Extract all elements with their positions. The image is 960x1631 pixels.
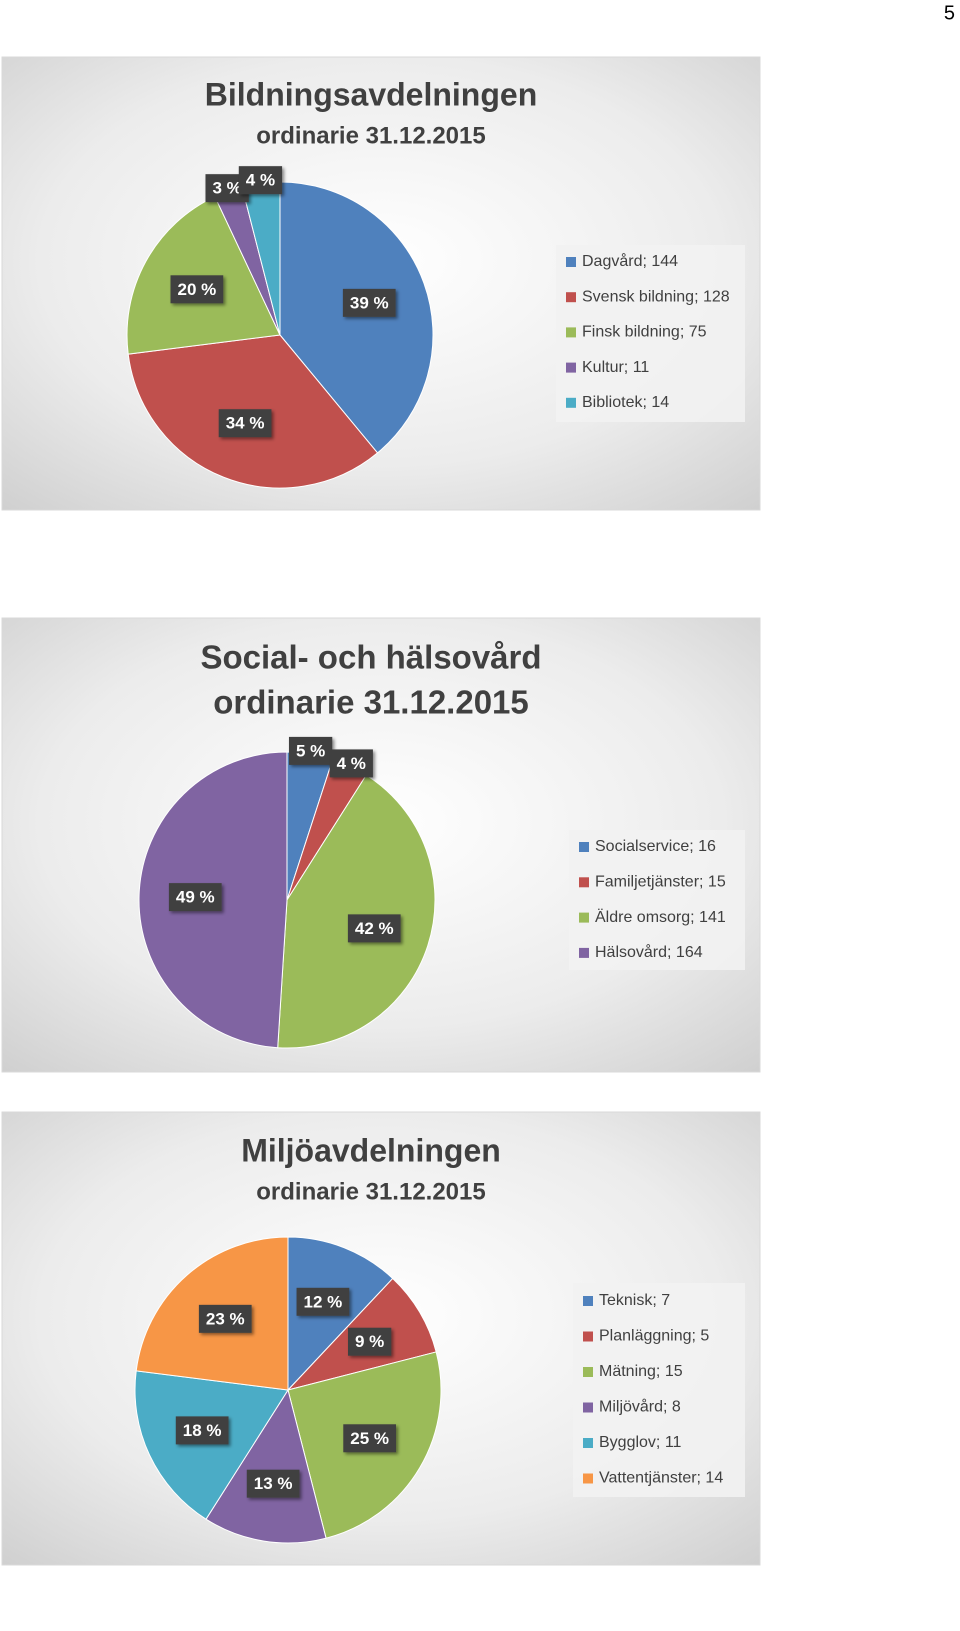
data-label: 34 % bbox=[226, 414, 265, 433]
chart: Miljöavdelningen ordinarie 31.12.2015 12 %… bbox=[1, 1111, 761, 1566]
data-label-box bbox=[343, 1424, 397, 1453]
pie-slice bbox=[134, 1370, 289, 1520]
data-label-box bbox=[348, 1327, 392, 1356]
legend-label: Mätning; 15 bbox=[599, 1363, 683, 1380]
chart-subtitle: ordinarie 31.12.2015 bbox=[256, 1178, 485, 1205]
data-label-box bbox=[246, 1469, 300, 1498]
chart: Bildningsavdelningen ordinarie 31.12.2015… bbox=[1, 56, 761, 511]
chart: Social- och hälsovård ordinarie 31.12.201… bbox=[1, 617, 761, 1073]
chart-title: Bildningsavdelningen bbox=[205, 76, 537, 112]
data-label: 9 % bbox=[355, 1332, 384, 1351]
data-label: 25 % bbox=[350, 1429, 389, 1448]
data-label: 39 % bbox=[350, 293, 389, 312]
data-label: 3 % bbox=[212, 179, 241, 198]
data-label: 49 % bbox=[176, 888, 215, 907]
legend-box bbox=[556, 245, 745, 422]
legend-label: Socialservice; 16 bbox=[595, 838, 716, 855]
data-label-box bbox=[342, 288, 396, 317]
pie-slice bbox=[277, 774, 436, 1049]
legend-marker bbox=[583, 1296, 593, 1306]
chart-title: Miljöavdelningen bbox=[241, 1132, 501, 1168]
legend-box bbox=[569, 830, 745, 970]
pie-slice bbox=[279, 181, 434, 454]
legend-label: Dagvård; 144 bbox=[582, 252, 678, 270]
data-label: 4 % bbox=[337, 754, 366, 773]
chart-subtitle: ordinarie 31.12.2015 bbox=[213, 684, 529, 721]
legend-label: Äldre omsorg; 141 bbox=[595, 908, 726, 926]
legend-marker bbox=[579, 912, 589, 923]
legend-marker bbox=[579, 877, 589, 888]
legend-label: Familjetjänster; 15 bbox=[595, 874, 726, 891]
legend-marker bbox=[566, 327, 576, 338]
data-label-box bbox=[238, 166, 283, 195]
data-label-box bbox=[296, 1287, 350, 1316]
legend-label: Kultur; 11 bbox=[582, 359, 649, 376]
legend-marker bbox=[583, 1402, 593, 1413]
legend-label: Finsk bildning; 75 bbox=[582, 324, 707, 341]
legend-marker bbox=[583, 1331, 593, 1342]
legend-box bbox=[573, 1283, 745, 1497]
chart-subtitle: ordinarie 31.12.2015 bbox=[256, 122, 485, 149]
data-label: 23 % bbox=[206, 1309, 245, 1328]
data-label: 4 % bbox=[246, 171, 275, 190]
data-label-box bbox=[168, 883, 222, 912]
legend-marker bbox=[566, 257, 576, 267]
legend-marker bbox=[566, 292, 576, 303]
data-label-box bbox=[288, 736, 333, 765]
data-label-box bbox=[329, 749, 373, 778]
data-label-box bbox=[347, 914, 401, 943]
legend-marker bbox=[583, 1367, 593, 1377]
data-label-box bbox=[175, 1416, 229, 1445]
data-label-box bbox=[218, 409, 272, 438]
pie-slice bbox=[205, 1388, 327, 1544]
legend-label: Vattentjänster; 14 bbox=[599, 1470, 723, 1487]
data-label: 42 % bbox=[355, 919, 394, 938]
legend-marker bbox=[583, 1473, 593, 1484]
legend-label: Miljövård; 8 bbox=[599, 1398, 681, 1416]
data-label-box bbox=[170, 275, 224, 304]
data-label: 13 % bbox=[254, 1474, 293, 1493]
legend-marker bbox=[566, 397, 576, 408]
legend-marker bbox=[579, 842, 589, 852]
legend-marker bbox=[566, 362, 576, 373]
data-label: 20 % bbox=[177, 280, 216, 299]
legend-marker bbox=[583, 1438, 593, 1448]
data-label: 5 % bbox=[296, 741, 325, 760]
legend-label: Bibliotek; 14 bbox=[582, 394, 669, 411]
page-number: 5 bbox=[944, 2, 955, 24]
legend-label: Svensk bildning; 128 bbox=[582, 288, 730, 305]
legend-label: Bygglov; 11 bbox=[599, 1434, 682, 1451]
chart-title: Social- och hälsovård bbox=[200, 639, 541, 676]
legend-marker bbox=[579, 947, 589, 958]
legend-label: Hälsovård; 164 bbox=[595, 943, 703, 961]
data-label: 12 % bbox=[304, 1292, 343, 1311]
data-label-box bbox=[198, 1304, 252, 1333]
legend-label: Teknisk; 7 bbox=[599, 1292, 670, 1309]
data-label: 18 % bbox=[183, 1421, 222, 1440]
legend-label: Planläggning; 5 bbox=[599, 1328, 709, 1345]
